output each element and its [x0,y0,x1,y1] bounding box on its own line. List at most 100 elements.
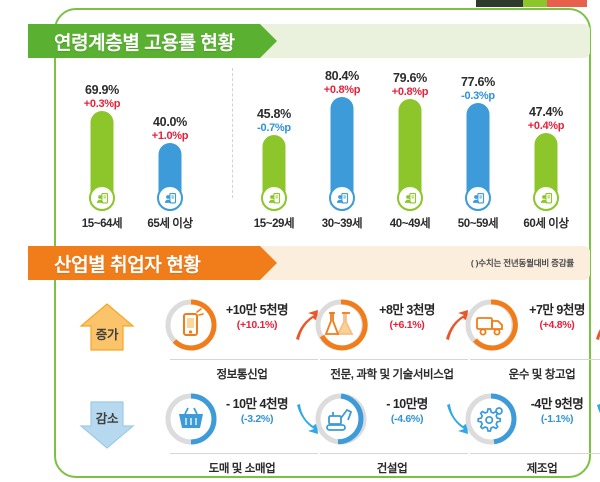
bar-delta-3: +0.8%p [323,84,361,96]
increase-divider-1 [320,359,468,360]
decrease-item-1: - 10만명 (-4.6%) 건설업 [312,388,472,476]
increase-amount-1: +8만 3천명 [379,303,435,317]
person-document-icon [404,192,416,203]
bar-delta-0: +0.3%p [83,98,121,110]
decrease-divider-2 [470,453,600,454]
top-edge-mark-dark [476,0,523,7]
decrease-amount-2: -4만 9천명 [530,397,584,411]
trend-up-arrow-icon [296,310,318,340]
person-document-icon [164,192,176,203]
increase-name-2: 운수 및 창고업 [508,369,576,381]
decrease-amount-1: - 10만명 [386,397,428,411]
bar-group-6: 47.4% +0.4%p 60세 이상 [514,66,578,231]
bar-category-0: 15~64세 [81,218,123,230]
increase-label: 증가 [95,327,119,342]
outer-frame [54,8,591,478]
bar-category-3: 30~39세 [321,218,363,230]
bar-category-4: 40~49세 [389,218,431,230]
increase-arrow-badge: 증가 [70,300,144,358]
decrease-pct-0: (-3.2%) [240,413,274,425]
bar-0 [90,111,114,205]
bar-label-block-3: 80.4% +0.8%p [310,69,374,97]
excavator-icon [315,393,367,445]
bar-delta-2: -0.7%p [257,122,291,134]
decrease-arrow-badge: 감소 [70,394,144,452]
increase-value-block-0: +10만 5천명 (+10.1%) [218,302,296,333]
increase-value-block-2: +7만 9천명 (+4.8%) [518,302,596,333]
bar-4 [398,99,422,205]
bar-group-4: 79.6% +0.8%p 40~49세 [378,66,442,231]
decrease-value-block-2: -4만 9천명 (-1.1%) [518,396,596,427]
increase-pct-2: (+4.8%) [539,319,575,331]
decrease-label: 감소 [95,411,119,426]
decrease-name-2: 제조업 [526,463,558,475]
increase-amount-0: +10만 5천명 [225,303,289,317]
bar-label-block-6: 47.4% +0.4%p [514,105,578,133]
bar-badge-icon-0 [89,185,115,211]
employment-section-title: 연령계층별 고용률 현황 [28,24,277,58]
decrease-name-1: 건설업 [376,463,408,475]
banner-tail-green [260,24,590,58]
trend-down-arrow-icon [447,404,468,434]
increase-item-1: +8만 3천명 (+6.1%) 전문, 과학 및 기술서비스업 [312,294,472,382]
person-document-icon [336,192,348,203]
industry-decrease-row: 감소 - 10만 4천명 (-3.2%) [56,388,600,476]
decrease-divider-1 [320,453,468,454]
flask-icon [315,299,368,351]
decrease-item-0: - 10만 4천명 (-3.2%) 도매 및 소매업 [162,388,322,476]
employment-rate-chart: 69.9% +0.3%p 15~64세 40.0% +1.0%p [56,66,589,231]
bar-5 [466,103,490,205]
industry-increase-row: 증가 +10만 5천명 (+10.1%) [56,294,600,382]
bar-value-2: 45.8% [257,107,291,121]
trend-up-arrow-icon [596,329,600,340]
increase-item-0: +10만 5천명 (+10.1%) 정보통신업 [162,294,322,382]
chart-divider [232,68,233,198]
increase-pct-1: (+6.1%) [389,319,425,331]
bar-3 [330,97,354,205]
increase-name-1: 전문, 과학 및 기술서비스업 [330,369,454,381]
mobile-device-icon [165,299,217,351]
bar-badge-icon-4 [397,185,423,211]
bar-label-block-0: 69.9% +0.3%p [70,83,134,111]
bar-value-5: 77.6% [461,75,495,89]
decrease-divider-0 [170,453,318,454]
increase-item-2: +7만 9천명 (+4.8%) 운수 및 창고업 [462,294,600,382]
industry-section-note: ( )수치는 전년동월대비 증감률 [470,258,574,268]
increase-pct-0: (+10.1%) [236,319,278,331]
top-edge-mark-orange [547,0,587,7]
industry-section-title: 산업별 취업자 현황 [28,246,277,280]
bar-group-1: 40.0% +1.0%p 65세 이상 [138,66,202,231]
bar-value-1: 40.0% [153,115,187,129]
employment-section-banner: 연령계층별 고용률 현황 [28,24,590,58]
trend-down-arrow-icon [297,404,318,434]
up-arrow-icon [79,303,135,351]
bar-value-6: 47.4% [529,105,563,119]
bar-label-block-2: 45.8% -0.7%p [242,107,306,135]
bar-badge-icon-1 [157,185,183,211]
bar-category-5: 50~59세 [457,218,499,230]
increase-divider-2 [470,359,600,360]
gear-icon [465,393,517,445]
decrease-row-inner: 감소 - 10만 4천명 (-3.2%) [56,388,600,476]
bar-delta-4: +0.8%p [391,86,429,98]
bar-badge-icon-3 [329,185,355,211]
increase-row-inner: 증가 +10만 5천명 (+10.1%) [56,294,600,382]
bar-delta-1: +1.0%p [151,130,189,142]
truck-icon [465,299,518,351]
person-document-icon [268,192,280,203]
increase-divider-0 [170,359,318,360]
down-arrow-icon [79,401,135,449]
bar-delta-5: -0.3%p [461,90,495,102]
decrease-pct-2: (-1.1%) [540,413,574,425]
person-document-icon [540,192,552,203]
bar-badge-icon-2 [261,185,287,211]
trend-up-arrow-icon [446,310,468,340]
bar-delta-6: +0.4%p [527,120,565,132]
increase-amount-2: +7만 9천명 [529,303,585,317]
bar-label-block-4: 79.6% +0.8%p [378,71,442,99]
decrease-item-2: -4만 9천명 (-1.1%) 제조업 [462,388,600,476]
top-edge-mark-green [523,0,547,7]
decrease-value-block-1: - 10만명 (-4.6%) [368,396,446,427]
bar-value-3: 80.4% [325,69,359,83]
decrease-value-block-0: - 10만 4천명 (-3.2%) [218,396,296,427]
